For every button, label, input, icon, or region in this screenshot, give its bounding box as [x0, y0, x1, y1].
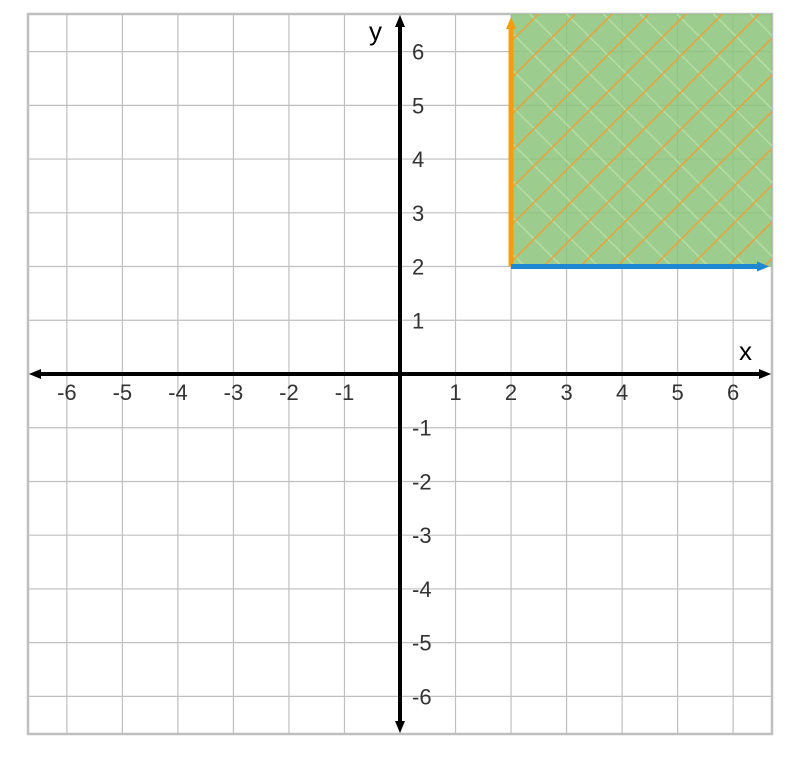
y-tick-label: -1 — [412, 416, 432, 441]
x-tick-label: 3 — [560, 380, 572, 405]
y-tick-label: -3 — [412, 523, 432, 548]
x-tick-label: -3 — [224, 380, 244, 405]
shaded-region — [511, 14, 772, 267]
y-tick-label: -2 — [412, 469, 432, 494]
x-tick-label: 2 — [505, 380, 517, 405]
x-tick-label: 4 — [616, 380, 628, 405]
x-tick-label: 6 — [727, 380, 739, 405]
x-axis-label: x — [739, 336, 752, 366]
x-tick-label: -4 — [168, 380, 188, 405]
coordinate-graph: -6-5-4-3-2-1123456-6-5-4-3-2-1123456xy — [0, 0, 800, 764]
x-tick-label: 5 — [671, 380, 683, 405]
x-tick-label: -1 — [335, 380, 355, 405]
x-tick-label: -2 — [279, 380, 299, 405]
y-tick-label: 3 — [412, 201, 424, 226]
y-tick-label: 1 — [412, 308, 424, 333]
y-tick-label: 6 — [412, 40, 424, 65]
y-tick-label: 4 — [412, 147, 424, 172]
y-tick-label: 5 — [412, 93, 424, 118]
y-tick-label: 2 — [412, 255, 424, 280]
y-tick-label: -4 — [412, 577, 432, 602]
x-tick-label: -5 — [113, 380, 133, 405]
y-tick-label: -6 — [412, 684, 432, 709]
y-axis-label: y — [369, 16, 382, 46]
x-tick-label: 1 — [449, 380, 461, 405]
graph-container: -6-5-4-3-2-1123456-6-5-4-3-2-1123456xy — [0, 0, 800, 764]
x-tick-label: -6 — [57, 380, 77, 405]
y-tick-label: -5 — [412, 631, 432, 656]
